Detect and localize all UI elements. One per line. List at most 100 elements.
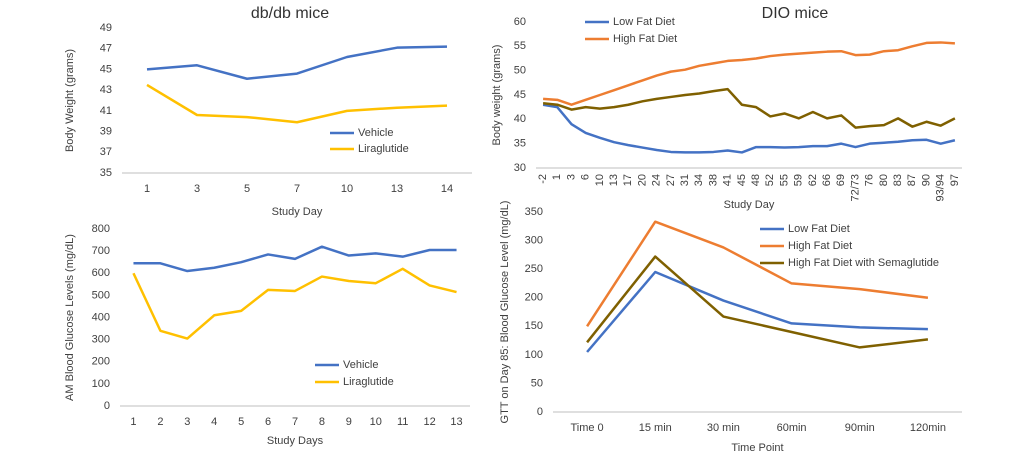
- x-tick-label: 20: [636, 174, 648, 186]
- y-tick-label: 47: [100, 43, 112, 55]
- x-tick-label: 1: [551, 174, 563, 180]
- y-tick-label: 45: [514, 89, 526, 101]
- y-tick-label: 40: [514, 113, 526, 125]
- x-tick-label: 4: [211, 416, 217, 428]
- y-tick-label: 100: [92, 378, 110, 390]
- x-tick-label: 80: [878, 174, 890, 186]
- x-tick-label: 5: [244, 183, 250, 195]
- x-tick-label: 90min: [845, 422, 875, 434]
- y-tick-label: 43: [100, 84, 112, 96]
- series-line: [586, 270, 928, 353]
- x-tick-label: 13: [391, 183, 403, 195]
- x-tick-label: 12: [423, 416, 435, 428]
- x-tick-label: 41: [722, 174, 734, 186]
- legend-label: Low Fat Diet: [788, 223, 850, 235]
- chart-title: DIO mice: [762, 5, 829, 22]
- x-tick-label: 60min: [777, 422, 807, 434]
- x-tick-label: 72/73: [849, 174, 861, 202]
- x-tick-label: 87: [906, 174, 918, 186]
- x-tick-label: 13: [450, 416, 462, 428]
- series-line: [132, 267, 457, 340]
- series-line: [146, 45, 448, 80]
- y-tick-label: 39: [100, 125, 112, 137]
- series-line: [586, 255, 929, 349]
- x-tick-label: -2: [537, 174, 549, 184]
- y-tick-label: 300: [92, 334, 110, 346]
- x-tick-label: 55: [778, 174, 790, 186]
- x-tick-label: 10: [594, 174, 606, 186]
- x-tick-label: 10: [341, 183, 353, 195]
- y-tick-label: 350: [525, 206, 543, 218]
- x-tick-label: 9: [346, 416, 352, 428]
- x-tick-label: Time 0: [570, 422, 603, 434]
- y-tick-label: 600: [92, 267, 110, 279]
- y-tick-label: 800: [92, 223, 110, 235]
- x-tick-label: 30 min: [707, 422, 740, 434]
- x-tick-label: 6: [265, 416, 271, 428]
- legend-label: High Fat Diet: [613, 33, 677, 45]
- x-axis-title: Study Days: [267, 435, 324, 447]
- chart-title: db/db mice: [251, 5, 329, 22]
- y-axis-title: GTT on Day 85: Blood Glucose Level (mg/d…: [499, 201, 511, 424]
- x-tick-label: 6: [580, 174, 592, 180]
- legend-label: Vehicle: [343, 359, 378, 371]
- x-tick-label: 1: [130, 416, 136, 428]
- y-tick-label: 0: [104, 400, 110, 412]
- x-tick-label: 7: [294, 183, 300, 195]
- x-tick-label: 83: [892, 174, 904, 186]
- series-line: [542, 87, 956, 129]
- legend-label: Low Fat Diet: [613, 16, 675, 28]
- x-tick-label: 69: [835, 174, 847, 186]
- x-tick-label: 3: [565, 174, 577, 180]
- y-tick-label: 37: [100, 146, 112, 158]
- x-tick-label: 66: [821, 174, 833, 186]
- y-tick-label: 60: [514, 16, 526, 28]
- x-tick-label: 1: [144, 183, 150, 195]
- y-tick-label: 30: [514, 162, 526, 174]
- x-tick-label: 11: [397, 416, 408, 428]
- y-axis-title: Body Weight (grams): [64, 49, 76, 152]
- x-axis-title: Study Day: [724, 199, 775, 211]
- y-tick-label: 150: [525, 320, 543, 332]
- y-tick-label: 700: [92, 245, 110, 257]
- series-line: [543, 41, 955, 106]
- x-tick-label: 3: [194, 183, 200, 195]
- series-line: [133, 245, 457, 273]
- x-tick-label: 120min: [910, 422, 946, 434]
- x-tick-label: 52: [764, 174, 776, 186]
- y-tick-label: 41: [100, 105, 112, 117]
- legend-label: High Fat Diet with Semaglutide: [788, 257, 939, 269]
- x-axis-title: Time Point: [731, 442, 783, 454]
- x-axis-title: Study Day: [272, 206, 323, 218]
- x-tick-label: 76: [864, 174, 876, 186]
- x-tick-label: 27: [665, 174, 677, 186]
- y-axis-title: Body weight (grams): [491, 45, 503, 146]
- x-tick-label: 7: [292, 416, 298, 428]
- x-tick-label: 93/94: [935, 174, 947, 202]
- y-tick-label: 50: [514, 65, 526, 77]
- y-tick-label: 50: [531, 377, 543, 389]
- x-tick-label: 10: [370, 416, 382, 428]
- x-tick-label: 24: [651, 174, 663, 186]
- y-tick-label: 55: [514, 40, 526, 52]
- y-tick-label: 400: [92, 311, 110, 323]
- x-tick-label: 59: [793, 174, 805, 186]
- x-tick-label: 90: [920, 174, 932, 186]
- y-axis-title: AM Blood Glucose Levels (mg/dL): [64, 234, 76, 401]
- y-tick-label: 200: [525, 292, 543, 304]
- x-tick-label: 17: [622, 174, 634, 186]
- legend-label: Liraglutide: [343, 376, 394, 388]
- x-tick-label: 38: [707, 174, 719, 186]
- y-tick-label: 0: [537, 406, 543, 418]
- y-tick-label: 300: [525, 234, 543, 246]
- x-tick-label: 34: [693, 174, 705, 186]
- x-tick-label: 15 min: [639, 422, 672, 434]
- series-line: [586, 220, 929, 327]
- y-tick-label: 35: [514, 138, 526, 150]
- legend-label: Liraglutide: [358, 143, 409, 155]
- y-tick-label: 35: [100, 167, 112, 179]
- x-tick-label: 2: [157, 416, 163, 428]
- x-tick-label: 31: [679, 174, 691, 186]
- series-line: [542, 103, 956, 154]
